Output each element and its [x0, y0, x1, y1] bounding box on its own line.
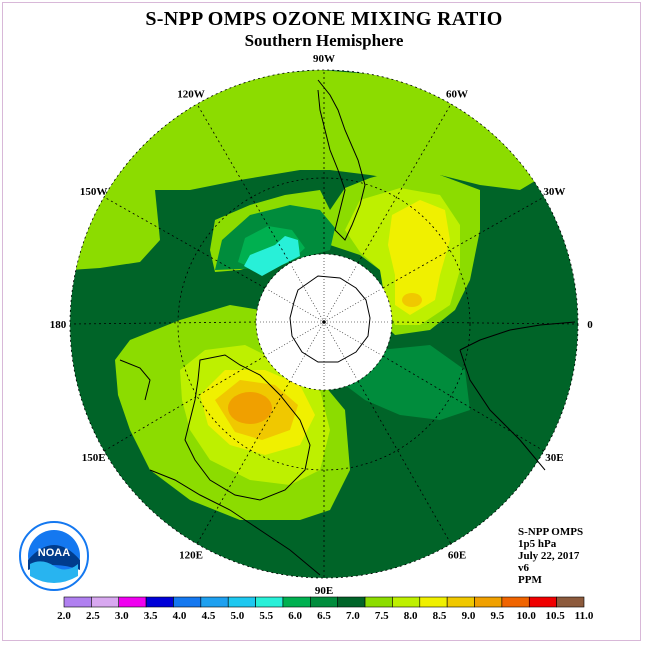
logo-text: NOAA: [38, 547, 70, 559]
longitude-line: [357, 380, 452, 545]
pole-spoke: [323, 321, 358, 380]
pole-spoke: [266, 288, 325, 323]
longitude-line: [357, 103, 452, 264]
longitude-line: [382, 196, 545, 289]
ozone-region-8-5-right: [388, 200, 450, 315]
pole-spoke: [266, 321, 325, 356]
pole-spoke: [290, 321, 325, 380]
longitude-label: 120E: [179, 549, 203, 561]
longitude-line: [103, 196, 266, 289]
longitude-label: 90W: [313, 53, 335, 65]
longitude-label: 0: [587, 319, 593, 331]
noaa-logo-icon: NOAA: [19, 521, 89, 591]
ozone-region-5-5: [244, 236, 300, 276]
info-instrument: S-NPP OMPS: [518, 526, 584, 538]
longitude-line: [103, 355, 266, 452]
pole-spoke: [323, 321, 382, 356]
longitude-line: [382, 355, 545, 452]
longitude-grid: [69, 70, 579, 578]
info-date: July 22, 2017: [518, 550, 580, 562]
ozone-region-7-5-top: [70, 70, 545, 270]
longitude-line: [196, 103, 291, 264]
longitude-line: [69, 321, 257, 325]
ozone-region-9-0-right: [402, 293, 422, 307]
longitude-label: 150E: [82, 452, 106, 464]
pole-spoke: [290, 264, 325, 323]
longitude-line: [196, 380, 291, 545]
coastline-antarctica-inner: [289, 275, 371, 363]
page-frame: [2, 2, 641, 641]
longitude-label: 30E: [545, 452, 563, 464]
map-subtitle: Southern Hemisphere: [244, 31, 404, 50]
info-block: S-NPP OMPS 1p5 hPa July 22, 2017 v6 PPM: [518, 526, 583, 586]
longitude-label: 180: [50, 319, 67, 331]
longitude-label: 60E: [448, 549, 466, 561]
pole-spoke: [323, 288, 382, 323]
longitude-labels: 90W 60W 30W 0 30E 60E 90E 120E 150E 180 150W 120W: [50, 53, 594, 597]
info-units: PPM: [518, 574, 542, 586]
coastline-australia: [184, 354, 311, 501]
pole-spokes: [258, 256, 390, 388]
longitude-label: 120W: [177, 89, 205, 101]
longitude-label: 60W: [446, 89, 468, 101]
longitude-line: [391, 321, 579, 325]
longitude-label: 150W: [80, 186, 108, 198]
coastline-south-america: [317, 79, 366, 241]
map-title: S-NPP OMPS OZONE MIXING RATIO: [145, 8, 503, 30]
ozone-region-9-5-core: [228, 392, 272, 424]
pole-spoke: [323, 264, 358, 323]
coastline-new-zealand: [119, 359, 151, 401]
coastline-africa: [459, 321, 576, 471]
info-level: 1p5 hPa: [518, 538, 557, 550]
longitude-label: 90E: [315, 585, 333, 597]
longitude-label: 30W: [543, 186, 565, 198]
info-version: v6: [518, 562, 529, 574]
coastline-indonesia: [149, 469, 321, 576]
south-pole-marker: [322, 320, 326, 324]
